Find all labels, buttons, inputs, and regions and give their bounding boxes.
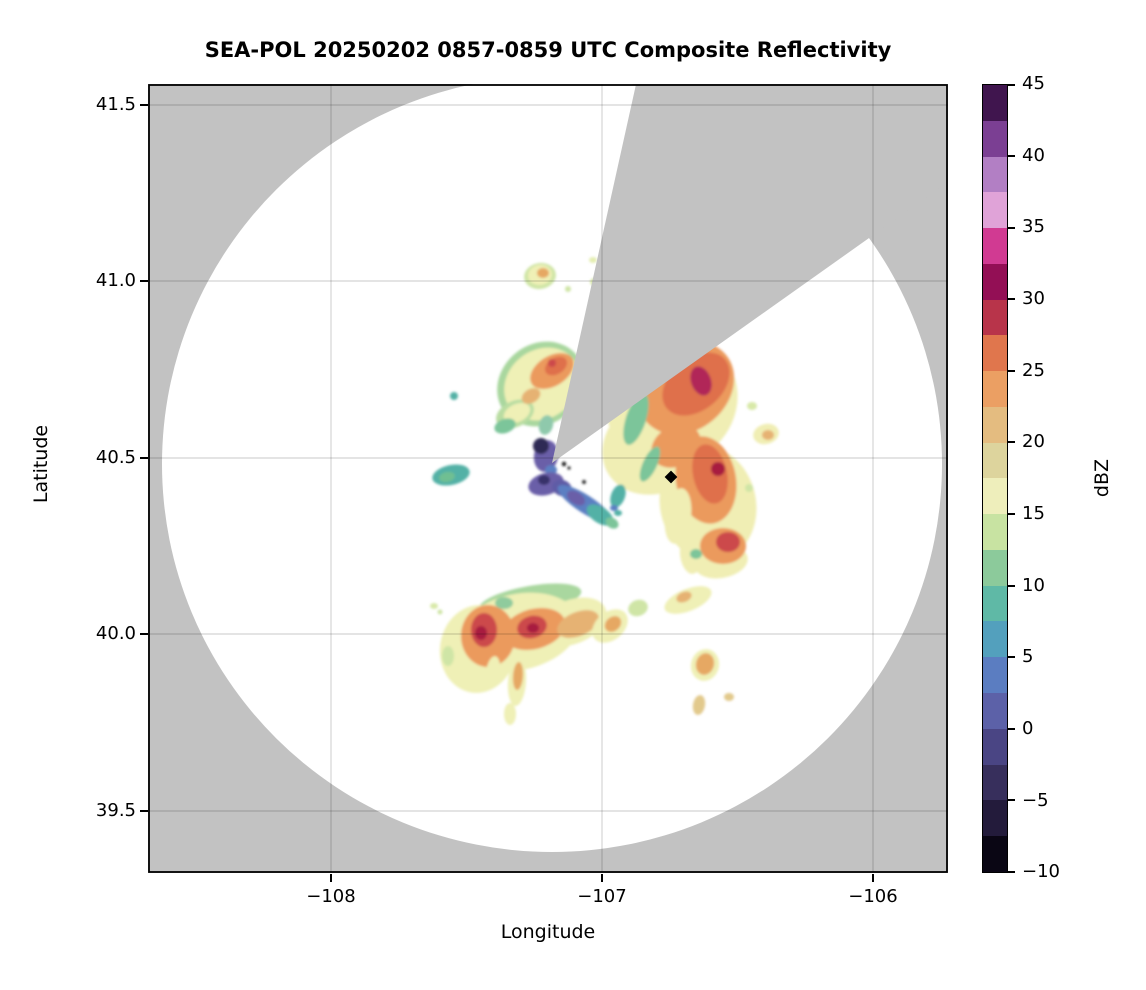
x-tickmark — [330, 874, 332, 882]
colorbar-tick-label: 10 — [1022, 575, 1045, 596]
colorbar-tickmark — [1008, 298, 1015, 300]
gridlines — [148, 84, 948, 873]
y-tickmark — [140, 633, 148, 635]
page-title: SEA-POL 20250202 0857-0859 UTC Composite… — [204, 38, 892, 62]
x-tick-label: −107 — [577, 886, 627, 907]
colorbar-segment — [983, 192, 1007, 229]
y-tickmark — [140, 104, 148, 106]
colorbar-tick-label: 5 — [1022, 646, 1034, 667]
x-tick-label: −106 — [848, 886, 898, 907]
y-tick-label: 40.5 — [95, 447, 136, 468]
colorbar-tick-label: 0 — [1022, 718, 1034, 739]
y-tick-label: 41.0 — [95, 270, 136, 291]
colorbar-segment — [983, 621, 1007, 658]
colorbar-segment — [983, 120, 1007, 157]
colorbar-tick-label: 20 — [1022, 431, 1045, 452]
colorbar-segment — [983, 728, 1007, 765]
y-tickmark — [140, 810, 148, 812]
blocked-sector-wedge — [552, 84, 948, 463]
colorbar-segment — [983, 514, 1007, 550]
colorbar-tickmark — [1008, 585, 1015, 587]
reflectivity-echoes — [430, 257, 779, 725]
x-axis-label: Longitude — [500, 921, 596, 943]
colorbar-tick-label: 25 — [1022, 360, 1045, 381]
colorbar-segment — [983, 478, 1007, 515]
colorbar-segment — [983, 299, 1007, 336]
colorbar-tickmark — [1008, 441, 1015, 443]
y-tick-label: 39.5 — [95, 800, 136, 821]
colorbar-segment — [983, 657, 1007, 694]
plot-frame — [148, 84, 948, 873]
colorbar-tick-label: −5 — [1022, 790, 1049, 811]
colorbar-tick-label: 35 — [1022, 216, 1045, 237]
colorbar-tickmark — [1008, 728, 1015, 730]
colorbar-segment — [983, 263, 1007, 300]
colorbar-segment — [983, 442, 1007, 479]
colorbar-tick-label: 15 — [1022, 503, 1045, 524]
colorbar-tick-label: 40 — [1022, 145, 1045, 166]
x-tickmark — [872, 874, 874, 882]
colorbar-segment — [983, 764, 1007, 801]
colorbar-segment — [983, 371, 1007, 407]
colorbar-segment — [983, 693, 1007, 729]
y-tickmark — [140, 457, 148, 459]
colorbar-tickmark — [1008, 871, 1015, 873]
x-tick-label: −108 — [306, 886, 356, 907]
colorbar-tickmark — [1008, 656, 1015, 658]
colorbar-tick-label: −10 — [1022, 861, 1060, 882]
y-tick-label: 41.5 — [95, 94, 136, 115]
colorbar-segment — [983, 85, 1007, 121]
colorbar-tickmark — [1008, 799, 1015, 801]
colorbar-segment — [983, 228, 1007, 264]
colorbar-tickmark — [1008, 155, 1015, 157]
colorbar-segment — [983, 836, 1007, 872]
colorbar-tick-label: 45 — [1022, 73, 1045, 94]
colorbar-segment — [983, 156, 1007, 193]
colorbar-tickmark — [1008, 227, 1015, 229]
colorbar — [982, 84, 1008, 873]
colorbar-tickmark — [1008, 513, 1015, 515]
colorbar-tickmark — [1008, 370, 1015, 372]
y-axis-label: Latitude — [30, 424, 52, 504]
colorbar-tickmark — [1008, 84, 1015, 86]
y-tickmark — [140, 280, 148, 282]
colorbar-tick-label: 30 — [1022, 288, 1045, 309]
x-tickmark — [601, 874, 603, 882]
colorbar-segment — [983, 585, 1007, 622]
colorbar-segment — [983, 549, 1007, 586]
y-tick-label: 40.0 — [95, 623, 136, 644]
radar-reflectivity-map — [148, 84, 948, 873]
colorbar-segment — [983, 800, 1007, 837]
colorbar-label: dBZ — [1091, 458, 1113, 498]
colorbar-segment — [983, 406, 1007, 443]
colorbar-segment — [983, 335, 1007, 372]
